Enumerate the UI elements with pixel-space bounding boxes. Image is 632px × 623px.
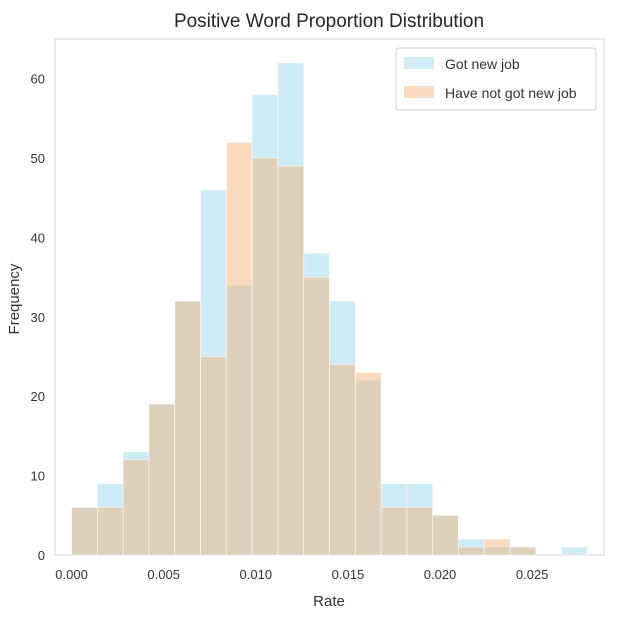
- legend: Got new job Have not got new job: [395, 47, 597, 111]
- histogram-bar-series-1-bin-1: [96, 506, 124, 556]
- histogram-bar-series-1-bin-7: [251, 157, 279, 556]
- histogram-bar-series-1-bin-5: [200, 356, 227, 556]
- y-tick-label: 50: [31, 151, 45, 166]
- x-tick-label: 0.010: [240, 567, 273, 582]
- legend-swatch-got-new-job: [404, 57, 434, 69]
- legend-swatch-have-not-got-new-job: [404, 86, 434, 98]
- histogram-bar-series-1-bin-4: [174, 300, 201, 556]
- plot-area: [54, 38, 605, 556]
- bars-layer: [71, 62, 588, 556]
- chart-title: Positive Word Proportion Distribution: [174, 11, 484, 32]
- histogram-bar-series-0-bin-10: [329, 300, 356, 556]
- histogram-bar-series-1-bin-17: [509, 546, 537, 556]
- histogram-bar-series-1-bin-13: [406, 506, 434, 556]
- x-tick-label: 0.000: [55, 567, 88, 582]
- histogram-bar-series-1-bin-14: [432, 514, 459, 556]
- histogram-bar-series-1-bin-0: [71, 506, 98, 556]
- histogram-bar-series-0-bin-12: [380, 483, 408, 556]
- x-axis-ticks: 0.000 0.005 0.010 0.015 0.020 0.025: [55, 567, 548, 582]
- y-tick-label: 40: [31, 230, 45, 245]
- histogram-bar-series-1-bin-6: [225, 141, 253, 556]
- histogram-bar-series-1-bin-9: [303, 276, 330, 556]
- y-tick-label: 20: [31, 389, 45, 404]
- legend-box: [395, 47, 597, 111]
- histogram-bar-series-0-bin-13: [406, 483, 434, 556]
- histogram-bar-series-1-bin-15: [458, 546, 485, 556]
- y-tick-label: 10: [31, 469, 45, 484]
- legend-label-got-new-job: Got new job: [445, 56, 520, 72]
- histogram-bar-series-1-bin-2: [122, 459, 150, 556]
- x-tick-label: 0.025: [516, 567, 549, 582]
- histogram-bar-series-1-bin-8: [277, 165, 305, 556]
- histogram-bar-series-0-bin-19: [561, 546, 588, 556]
- histogram-bar-series-1-bin-16: [483, 538, 511, 556]
- histogram-bar-series-0-bin-11: [354, 379, 382, 556]
- y-tick-label: 30: [31, 310, 45, 325]
- histogram-bar-series-0-bin-1: [96, 483, 124, 556]
- legend-label-have-not-got-new-job: Have not got new job: [445, 85, 577, 101]
- histogram-bar-series-1-bin-10: [329, 364, 356, 556]
- x-tick-label: 0.005: [147, 567, 180, 582]
- histogram-bar-series-1-bin-12: [380, 506, 408, 556]
- histogram-bar-series-1-bin-11: [354, 372, 382, 556]
- x-axis-label: Rate: [313, 593, 345, 610]
- y-tick-label: 60: [31, 72, 45, 87]
- y-axis-label: Frequency: [6, 263, 23, 334]
- histogram-bar-series-0-bin-8: [277, 62, 305, 556]
- x-tick-label: 0.015: [332, 567, 365, 582]
- x-tick-label: 0.020: [424, 567, 457, 582]
- y-axis-ticks: 0 10 20 30 40 50 60: [31, 72, 45, 563]
- histogram-bar-series-1-bin-3: [148, 403, 176, 556]
- y-tick-label: 0: [38, 548, 45, 563]
